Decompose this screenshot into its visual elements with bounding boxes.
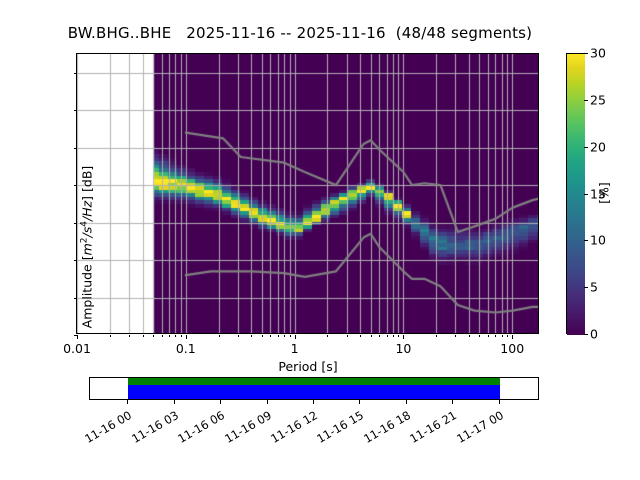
y-tick (73, 72, 77, 74)
time-tick-label: 11-16 21 (407, 408, 460, 446)
x-tick (346, 335, 348, 337)
x-tick (436, 335, 438, 337)
x-tick (488, 335, 490, 337)
colorbar-gradient (567, 54, 585, 335)
time-coverage-inner (90, 378, 538, 399)
colorbar-tick (584, 287, 588, 289)
colorbar-tick-label: 25 (590, 92, 606, 108)
x-tick (270, 335, 272, 337)
x-tick (185, 335, 187, 339)
time-tick (498, 400, 500, 404)
x-tick-label: 1 (290, 341, 299, 356)
colorbar-tick-label: 5 (590, 279, 598, 295)
y-tick (73, 297, 77, 299)
time-tick (220, 400, 222, 404)
y-tick (73, 185, 77, 187)
colorbar-tick-label: 30 (590, 45, 606, 61)
x-tick (507, 335, 509, 337)
x-tick (370, 335, 372, 337)
time-tick-label: 11-17 00 (454, 408, 506, 446)
x-tick (128, 335, 130, 337)
x-tick (468, 335, 470, 337)
time-tick (173, 400, 175, 404)
y-tick (73, 260, 77, 262)
plot-clip (77, 54, 538, 333)
time-tick-label: 11-16 00 (82, 408, 135, 446)
x-tick (289, 335, 291, 337)
x-tick (512, 335, 514, 339)
colorbar-tick (584, 146, 588, 148)
x-tick (180, 335, 182, 337)
x-tick (327, 335, 329, 337)
y-axis-title-text: Amplitude [m2/s4/Hz] [dB] (79, 165, 95, 329)
x-tick (479, 335, 481, 337)
colorbar[interactable] (566, 53, 585, 335)
x-tick (501, 335, 503, 337)
x-tick (386, 335, 388, 337)
y-tick (73, 147, 77, 149)
time-tick (266, 400, 268, 404)
noise-model-lines (77, 54, 538, 333)
time-tick (127, 400, 129, 404)
x-tick (153, 335, 155, 337)
x-tick (360, 335, 362, 337)
time-tick (452, 400, 454, 404)
colorbar-tick-label: 0 (590, 326, 598, 342)
y-tick (73, 335, 77, 336)
coverage-bar-green (128, 378, 500, 385)
x-tick (403, 335, 405, 339)
colorbar-title: [%] (596, 182, 612, 204)
colorbar-tick-label: 10 (590, 232, 606, 248)
time-tick-label: 11-16 06 (175, 408, 228, 446)
x-tick (77, 335, 78, 339)
time-tick-label: 11-16 15 (314, 408, 367, 446)
x-axis-title: Period [s] (278, 359, 338, 374)
y-tick (73, 222, 77, 224)
colorbar-tick (584, 240, 588, 242)
x-tick (495, 335, 497, 337)
x-tick (277, 335, 279, 337)
colorbar-tick (584, 53, 588, 54)
time-tick-label: 11-16 03 (128, 408, 181, 446)
time-tick-label: 11-16 09 (221, 408, 274, 446)
x-tick (175, 335, 177, 337)
x-tick-label: 10 (395, 341, 412, 356)
x-tick (218, 335, 220, 337)
colorbar-tick-label: 20 (590, 139, 606, 155)
time-tick (405, 400, 407, 404)
x-tick (455, 335, 457, 337)
time-tick (359, 400, 361, 404)
x-tick (161, 335, 163, 337)
colorbar-tick (584, 334, 588, 335)
y-axis-title: Amplitude [m2/s4/Hz] [dB] (79, 137, 94, 357)
x-tick-label: 100 (500, 341, 525, 356)
x-tick-label: 0.01 (63, 341, 91, 356)
y-tick (73, 110, 77, 112)
x-tick (398, 335, 400, 337)
x-tick (251, 335, 253, 337)
x-tick (237, 335, 239, 337)
x-tick (379, 335, 381, 337)
x-tick (142, 335, 144, 337)
time-coverage-axes[interactable] (89, 377, 539, 400)
x-tick (392, 335, 394, 337)
page-title: BW.BHG..BHE 2025-11-16 -- 2025-11-16 (48… (67, 24, 533, 42)
colorbar-tick (584, 99, 588, 101)
coverage-bar-blue (128, 385, 500, 399)
x-tick (109, 335, 111, 337)
x-tick (261, 335, 263, 337)
time-tick (313, 400, 314, 404)
colorbar-tick (584, 193, 588, 195)
colorbar-tick-label: 15 (590, 186, 606, 201)
ppsd-plot-axes[interactable]: −60−80−100−120−140−160−180−200 0.010.111… (63, 53, 539, 374)
x-tick-label: 0.1 (175, 341, 196, 356)
x-tick (168, 335, 170, 337)
x-tick (284, 335, 286, 337)
x-tick (294, 335, 296, 339)
